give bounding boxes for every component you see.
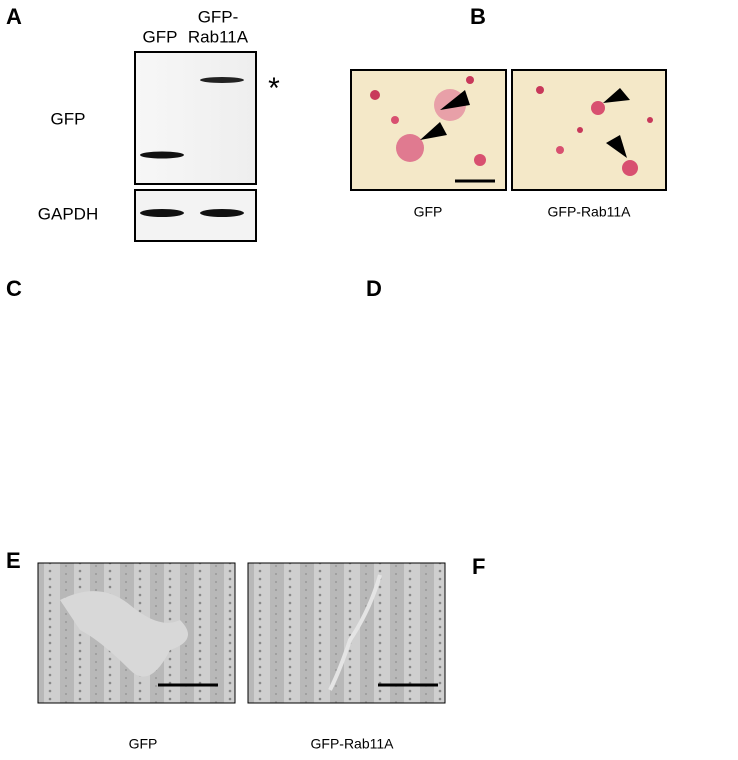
micrograph bbox=[350, 69, 507, 191]
caption: GFP-Rab11A bbox=[548, 204, 632, 220]
panel-label: D bbox=[366, 276, 382, 301]
row-label: GAPDH bbox=[38, 204, 98, 223]
panel-label: F bbox=[472, 554, 485, 579]
caption: GFP bbox=[129, 736, 158, 752]
band bbox=[200, 209, 244, 217]
lane-label: GFP bbox=[143, 27, 178, 46]
sem-image bbox=[247, 562, 446, 704]
lane-label: Rab11A bbox=[188, 27, 249, 46]
panel-label: B bbox=[470, 4, 486, 29]
panel-label: A bbox=[6, 4, 22, 29]
caption: GFP-Rab11A bbox=[311, 736, 395, 752]
sem-image bbox=[37, 562, 236, 704]
band bbox=[140, 209, 184, 217]
marker: * bbox=[268, 72, 280, 105]
panel-label: E bbox=[6, 548, 21, 573]
row-label: GFP bbox=[51, 109, 86, 128]
blot-gfp bbox=[134, 51, 257, 185]
lane-label: GFP- bbox=[198, 7, 239, 26]
micrograph bbox=[511, 69, 667, 191]
band bbox=[140, 151, 184, 159]
panel-label: C bbox=[6, 276, 22, 301]
caption: GFP bbox=[414, 204, 443, 220]
band bbox=[200, 77, 244, 83]
